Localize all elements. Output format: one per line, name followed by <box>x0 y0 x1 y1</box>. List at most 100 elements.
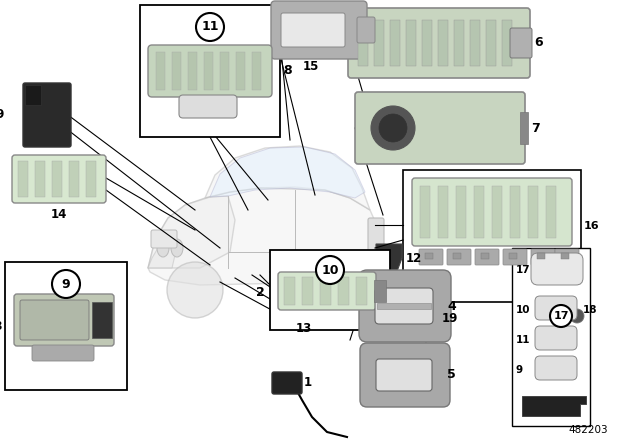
Bar <box>486 20 496 66</box>
FancyBboxPatch shape <box>20 300 89 340</box>
Text: 482203: 482203 <box>568 425 607 435</box>
Text: 2: 2 <box>256 285 265 298</box>
FancyBboxPatch shape <box>151 230 177 248</box>
Bar <box>338 277 349 305</box>
Text: 13: 13 <box>296 322 312 335</box>
Bar <box>69 161 79 197</box>
Text: 17: 17 <box>516 265 531 275</box>
FancyBboxPatch shape <box>148 45 272 97</box>
Bar <box>374 280 386 302</box>
Circle shape <box>52 270 80 298</box>
Text: 17: 17 <box>553 311 569 321</box>
Bar <box>302 277 313 305</box>
Polygon shape <box>376 244 402 274</box>
FancyBboxPatch shape <box>531 253 583 285</box>
FancyBboxPatch shape <box>535 296 577 320</box>
FancyBboxPatch shape <box>359 270 451 342</box>
Bar <box>420 186 430 238</box>
Circle shape <box>167 262 223 318</box>
Bar <box>18 161 28 197</box>
Bar <box>502 20 512 66</box>
Bar <box>92 302 112 338</box>
Polygon shape <box>148 187 380 285</box>
FancyBboxPatch shape <box>503 249 527 265</box>
Bar <box>356 277 367 305</box>
FancyBboxPatch shape <box>12 155 106 203</box>
FancyBboxPatch shape <box>510 28 532 58</box>
Bar <box>510 186 520 238</box>
Bar <box>453 253 461 259</box>
Bar <box>470 20 480 66</box>
FancyBboxPatch shape <box>535 356 577 380</box>
Bar <box>403 170 581 302</box>
FancyBboxPatch shape <box>272 372 302 394</box>
Bar <box>481 253 489 259</box>
FancyBboxPatch shape <box>357 17 375 43</box>
FancyBboxPatch shape <box>23 83 71 147</box>
FancyBboxPatch shape <box>535 326 577 350</box>
Bar <box>520 112 528 144</box>
FancyBboxPatch shape <box>412 178 572 246</box>
Bar <box>537 253 545 259</box>
Text: 10: 10 <box>321 263 339 276</box>
Text: 11: 11 <box>201 21 219 34</box>
Bar <box>454 20 464 66</box>
Bar <box>406 20 416 66</box>
Bar <box>358 20 368 66</box>
FancyBboxPatch shape <box>14 294 114 346</box>
Ellipse shape <box>171 239 183 257</box>
Bar <box>204 52 213 90</box>
Bar <box>140 5 280 137</box>
FancyBboxPatch shape <box>281 13 345 47</box>
Bar <box>546 186 556 238</box>
Bar <box>320 277 331 305</box>
Bar <box>5 262 127 390</box>
FancyBboxPatch shape <box>375 288 433 324</box>
Bar <box>52 161 62 197</box>
Circle shape <box>570 309 584 323</box>
Bar <box>390 20 400 66</box>
Bar <box>35 161 45 197</box>
Text: 8: 8 <box>283 65 292 78</box>
Text: 16: 16 <box>584 221 600 231</box>
Text: 10: 10 <box>516 305 531 315</box>
Polygon shape <box>210 147 365 198</box>
Text: 9: 9 <box>61 277 70 290</box>
Text: 3: 3 <box>0 319 2 332</box>
Bar <box>377 303 431 309</box>
Text: 15: 15 <box>303 60 319 73</box>
FancyBboxPatch shape <box>368 218 384 267</box>
FancyBboxPatch shape <box>475 249 499 265</box>
Polygon shape <box>522 396 586 416</box>
FancyBboxPatch shape <box>531 249 555 265</box>
Bar <box>492 186 502 238</box>
Text: 19: 19 <box>442 311 458 324</box>
Circle shape <box>196 13 224 41</box>
Polygon shape <box>148 232 175 268</box>
Bar <box>220 52 229 90</box>
Polygon shape <box>148 196 235 268</box>
FancyBboxPatch shape <box>419 249 443 265</box>
Bar <box>528 186 538 238</box>
Circle shape <box>316 256 344 284</box>
Text: 14: 14 <box>51 208 67 221</box>
Text: 6: 6 <box>534 36 543 49</box>
FancyBboxPatch shape <box>555 249 579 265</box>
FancyBboxPatch shape <box>376 359 432 391</box>
Text: 7: 7 <box>531 121 540 134</box>
Text: 12: 12 <box>406 251 422 264</box>
Polygon shape <box>205 146 370 210</box>
Text: 5: 5 <box>447 369 456 382</box>
Ellipse shape <box>157 239 169 257</box>
FancyBboxPatch shape <box>348 8 530 78</box>
Bar <box>284 277 295 305</box>
Bar <box>438 20 448 66</box>
FancyBboxPatch shape <box>179 95 237 118</box>
Bar <box>509 253 517 259</box>
Bar <box>456 186 466 238</box>
Bar <box>474 186 484 238</box>
Bar <box>172 52 181 90</box>
Bar <box>252 52 261 90</box>
Text: 4: 4 <box>447 300 456 313</box>
Bar <box>270 250 390 330</box>
